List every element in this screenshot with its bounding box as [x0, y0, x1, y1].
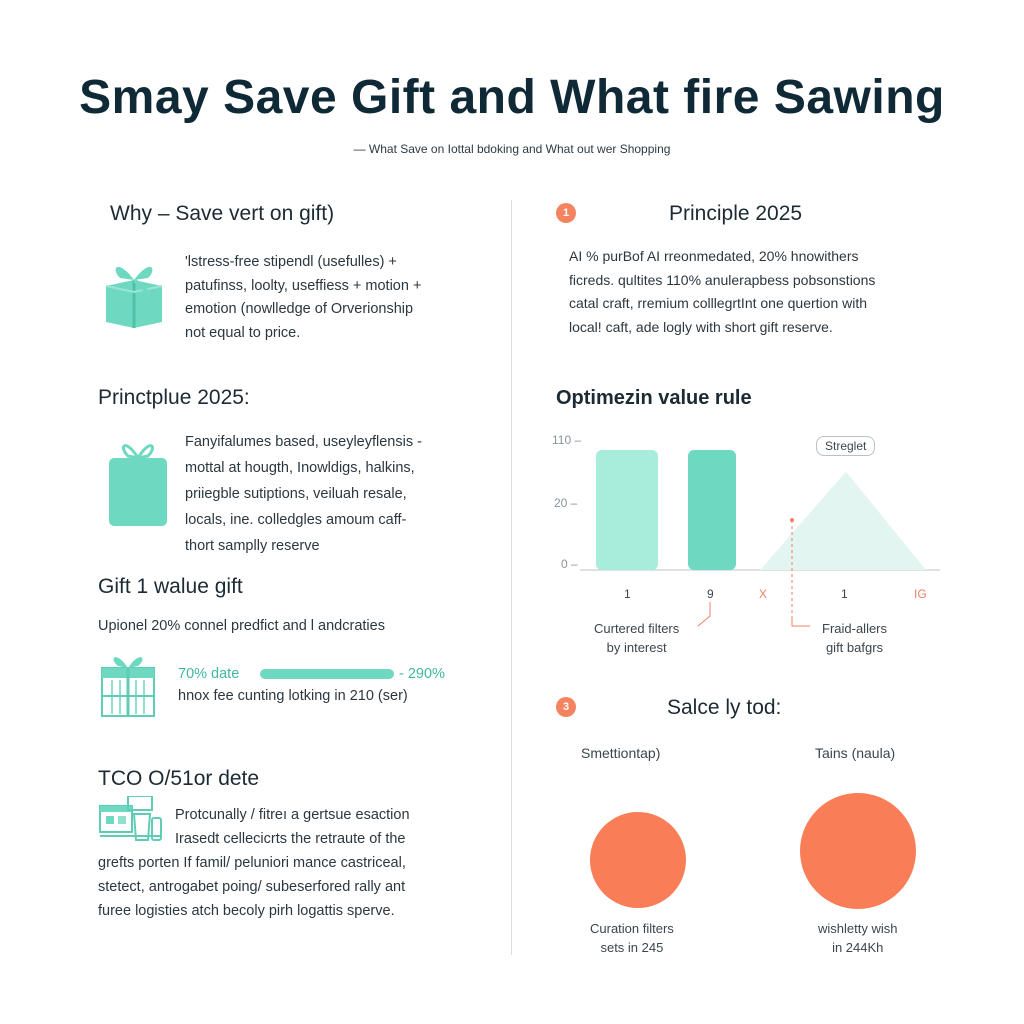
caption-line: Curtered filters: [594, 621, 680, 636]
principle-heading: Princtplue 2025:: [98, 386, 250, 409]
caption-line: Fraid-allers: [822, 621, 888, 636]
principle-line: priiegble sutiptions, veiluah resale,: [185, 486, 407, 502]
x-tick-label: 1: [624, 587, 631, 601]
chart-bar: [596, 450, 658, 570]
tco-line: Protcunally / fitreı a gertsue esaction: [175, 807, 410, 823]
y-tick-label: 0 –: [561, 557, 578, 571]
step-badge: 3: [556, 697, 576, 717]
why-line: emotion (nowlledge of Orverionship: [185, 301, 414, 317]
strategy-triangle: [760, 471, 926, 570]
y-tick-label: 110 –: [552, 433, 582, 447]
page-title: Smay Save Gift and What fire Sawing: [79, 71, 945, 124]
bar-right-label: - 290%: [399, 666, 445, 682]
tco-paragraph: Protcunally / fitreı a gertsue esaction …: [98, 803, 410, 923]
tco-line: Irasedt cellecicrts the retraute of the: [175, 831, 406, 847]
principle-2025-paragraph: AI % purBof AI rreonmedated, 20% hnowith…: [569, 245, 875, 339]
tco-line: grefts porten If famil/ peluniori mance …: [98, 855, 406, 871]
tco-line: furee logisties atch becoly pirh logatti…: [98, 903, 395, 919]
caption-line: gift bafgrs: [825, 640, 884, 655]
gift-box-icon: [100, 252, 168, 333]
optimize-heading: Optimezin value rule: [556, 387, 752, 409]
tco-heading: TCO O/51or dete: [98, 767, 260, 790]
principle-paragraph: Fanyifalumes based, useyleyflensis - mot…: [185, 429, 422, 559]
principle-2025-line: catal craft, rremium colllegrtInt one qu…: [569, 295, 868, 311]
why-line: not equal to price.: [185, 324, 301, 341]
principle-2025-line: ficreds. qultites 110% anulerapbess pobs…: [569, 271, 876, 288]
scale-heading: Salce ly tod:: [667, 696, 782, 719]
bar-caption: hnox fee cunting lotking in 210 (ser): [178, 688, 408, 704]
caption-line: sets in 245: [600, 940, 664, 955]
caption-line: by interest: [606, 640, 667, 655]
strategy-pill: Streglet: [816, 436, 876, 456]
gift-box-icon: [106, 434, 170, 533]
column-divider: [511, 200, 512, 955]
principle-2025-line: local! caft, ade logly with short gift r…: [569, 318, 833, 335]
scale-left-circle: [590, 812, 686, 908]
why-paragraph: 'lstress-free stipendl (usefulles) + pat…: [185, 251, 421, 345]
x-tick-label: X: [759, 587, 768, 601]
principle-2025-heading: Principle 2025: [669, 202, 803, 225]
bar-left-label: 70% date: [178, 666, 240, 682]
value-progress-bar: [260, 669, 394, 679]
x-tick-label: 9: [707, 587, 714, 601]
gift-value-subtext: Upionel 20% connel predfict and l andcra…: [98, 618, 385, 634]
callout-line: [791, 616, 810, 627]
gift-value-heading: Gift 1 walue gift: [98, 575, 243, 598]
shopping-items-icon: [98, 795, 164, 851]
scale-left-caption: Curation filters sets in 245: [590, 919, 674, 957]
chart-caption-left: Curtered filters by interest: [594, 619, 679, 657]
principle-2025-line: AI % purBof AI rreonmedated, 20% hnowith…: [569, 248, 859, 264]
why-line: 'lstress-free stipendl (usefulles) +: [185, 254, 397, 270]
principle-line: mottal at hougth, Inowldigs, halkins,: [185, 460, 415, 476]
why-line: patufinss, loolty, useffiess + motion +: [185, 277, 422, 294]
value-rule-chart: [540, 420, 1000, 660]
caption-line: Curation filters: [590, 921, 674, 936]
page-subtitle: — What Save on Iottal bdoking and What o…: [353, 142, 671, 156]
principle-line: thort samplly reserve: [185, 538, 320, 554]
principle-line: Fanyifalumes based, useyleyflensis -: [185, 434, 422, 450]
caption-line: wishletty wish: [818, 921, 898, 936]
tco-line: stetect, antrogabet poing/ subeserfored …: [98, 879, 406, 895]
value-progress-fill: [260, 669, 394, 679]
x-tick-label: IG: [914, 587, 927, 601]
y-tick-label: 20 –: [554, 496, 578, 510]
marker-dot: [790, 518, 794, 522]
chart-svg: [580, 450, 940, 627]
why-heading: Why – Save vert on gift): [110, 202, 335, 225]
callout-line: [697, 602, 711, 627]
chart-caption-right: Fraid-allers gift bafgrs: [822, 619, 887, 657]
scale-right-label: Tains (naula): [815, 745, 896, 761]
caption-line: in 244Kh: [832, 940, 884, 955]
x-tick-label: 1: [841, 587, 848, 601]
step-badge: 1: [556, 203, 576, 223]
gift-stack-icon: [100, 648, 156, 723]
chart-bar: [688, 450, 736, 570]
scale-right-circle: [800, 793, 916, 909]
scale-left-label: Smettiontap): [581, 745, 661, 761]
scale-right-caption: wishletty wish in 244Kh: [818, 919, 897, 957]
principle-line: locals, ine. colledgles amoum caff-: [185, 512, 407, 528]
